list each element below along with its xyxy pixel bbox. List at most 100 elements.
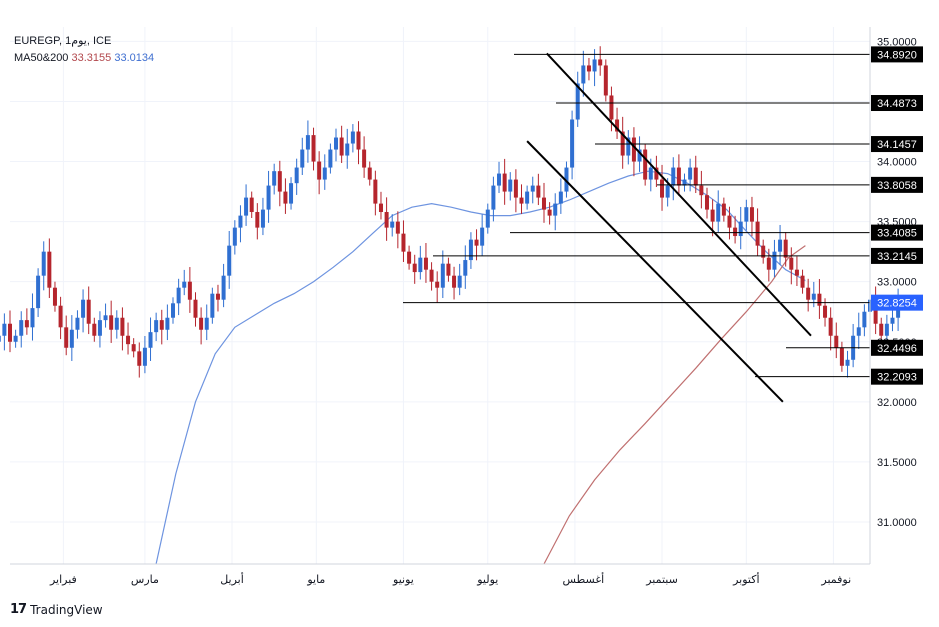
x-tick-label: فبراير [49, 573, 77, 586]
candle-body [688, 167, 693, 180]
candle-body [395, 221, 400, 234]
ma-legend: MA50&200 33.3155 33.0134 [14, 50, 154, 67]
candle-body [738, 221, 743, 237]
y-tick-label: 33.0000 [877, 277, 917, 289]
candle-body [294, 167, 299, 184]
candle-body [817, 293, 822, 306]
horizontal-levels [403, 53, 870, 378]
candle-body [778, 239, 783, 252]
candle-body [704, 195, 709, 210]
candle-body [418, 257, 423, 273]
candle-body [530, 185, 535, 192]
candle-body [92, 323, 97, 336]
level-tag [871, 368, 923, 385]
tradingview-logo-icon: 17 [10, 602, 27, 617]
candle-body [249, 197, 254, 213]
candle-body [277, 171, 282, 192]
candle-body [508, 179, 513, 192]
candle-body [497, 173, 502, 186]
candle-body [266, 185, 271, 210]
x-tick-label: أكتوبر [732, 572, 759, 586]
candle-body [137, 351, 142, 366]
candle-body [322, 167, 327, 180]
candle-body [36, 275, 41, 309]
candle-body [631, 137, 636, 162]
candle-body [620, 131, 625, 156]
candle-body [289, 183, 294, 204]
candle-body [699, 185, 704, 196]
candle-body [390, 221, 395, 228]
candle-body [615, 119, 620, 132]
y-tick-label: 34.0000 [877, 157, 917, 169]
candle-body [834, 335, 839, 348]
y-tick-label: 32.0000 [877, 397, 917, 409]
current-price-tag-label: 32.8254 [877, 298, 917, 310]
candle-body [502, 173, 507, 192]
candle-body [541, 197, 546, 210]
current-price-tag [871, 294, 923, 311]
candle-body [890, 317, 895, 324]
candle-body [862, 311, 867, 328]
candle-body [210, 293, 215, 318]
candle-body [300, 149, 305, 168]
candle-body [193, 299, 198, 318]
candle-body [637, 149, 642, 162]
candle-body [120, 317, 125, 336]
candle-body [648, 167, 653, 180]
candle-body [581, 65, 586, 84]
candle-body [103, 315, 108, 321]
candle-body [671, 167, 676, 186]
candle-body [283, 191, 288, 204]
candle-body [24, 320, 29, 328]
candle-body [148, 332, 153, 348]
candle-body [463, 260, 468, 276]
tradingview-brand[interactable]: 17 TradingView [10, 602, 103, 617]
candle-body [879, 323, 884, 336]
candle-body [13, 335, 18, 342]
candle-body [64, 327, 69, 348]
level-tag [871, 247, 923, 264]
x-tick-label: يوليو [476, 573, 498, 586]
y-tick-label: 31.5000 [877, 457, 917, 469]
candle-body [97, 320, 102, 336]
candle-body [182, 281, 187, 288]
candle-body [626, 137, 631, 156]
candle-body [446, 263, 451, 276]
candle-body [682, 179, 687, 186]
x-tick-label: أبريل [220, 572, 244, 586]
level-tag [871, 176, 923, 193]
candle-body [176, 287, 181, 304]
candle-body [350, 131, 355, 144]
x-tick-label: سبتمبر [645, 573, 678, 586]
channel-upper-line [546, 52, 812, 337]
candle-body [154, 320, 159, 333]
candle-body [643, 149, 648, 180]
level-tag-label: 34.4873 [877, 98, 917, 110]
candle-body [171, 303, 176, 318]
candle-body [58, 305, 63, 328]
candle-body [710, 209, 715, 222]
y-tick-label: 35.0000 [877, 36, 917, 48]
x-tick-label: يونيو [392, 573, 414, 586]
candle-body [603, 65, 608, 96]
candle-body [8, 323, 12, 342]
candle-body [660, 179, 665, 198]
candle-body [772, 251, 777, 270]
candle-body [52, 287, 57, 306]
candle-body [452, 275, 457, 288]
candle-body [109, 315, 114, 330]
candle-body [845, 359, 850, 366]
grid-lines [10, 27, 870, 564]
candle-body [215, 293, 220, 300]
candle-body [30, 308, 35, 328]
candle-body [47, 251, 52, 288]
trend-channel [526, 52, 812, 403]
candle-body [716, 203, 721, 222]
candle-body [401, 233, 406, 252]
candle-body [131, 344, 136, 352]
candle-body [553, 203, 558, 216]
brand-name: TradingView [30, 602, 103, 617]
candle-body [609, 95, 614, 120]
candle-body [839, 347, 844, 366]
